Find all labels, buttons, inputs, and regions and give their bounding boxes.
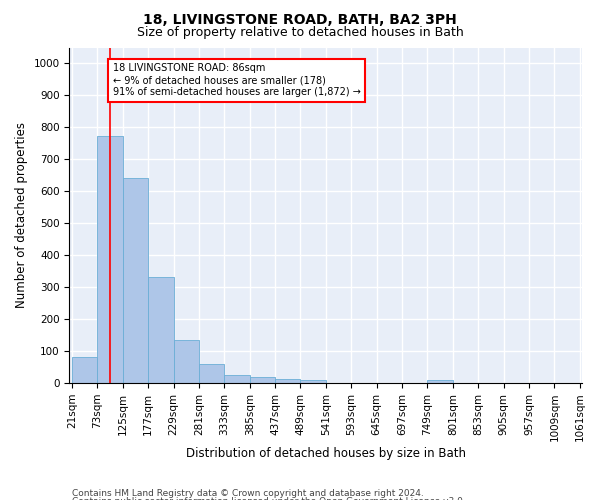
Text: Contains HM Land Registry data © Crown copyright and database right 2024.: Contains HM Land Registry data © Crown c…: [72, 488, 424, 498]
Bar: [427, 380, 453, 383]
Text: Contains public sector information licensed under the Open Government Licence v3: Contains public sector information licen…: [72, 497, 466, 500]
Bar: [199, 364, 224, 383]
Bar: [72, 356, 97, 383]
Bar: [123, 178, 148, 383]
X-axis label: Distribution of detached houses by size in Bath: Distribution of detached houses by size …: [186, 447, 466, 460]
Bar: [250, 376, 275, 383]
Bar: [224, 376, 250, 383]
Bar: [148, 277, 173, 383]
Bar: [275, 380, 301, 383]
Text: Size of property relative to detached houses in Bath: Size of property relative to detached ho…: [137, 26, 463, 39]
Y-axis label: Number of detached properties: Number of detached properties: [15, 122, 28, 308]
Bar: [301, 380, 326, 383]
Text: 18, LIVINGSTONE ROAD, BATH, BA2 3PH: 18, LIVINGSTONE ROAD, BATH, BA2 3PH: [143, 12, 457, 26]
Text: 18 LIVINGSTONE ROAD: 86sqm
← 9% of detached houses are smaller (178)
91% of semi: 18 LIVINGSTONE ROAD: 86sqm ← 9% of detac…: [113, 64, 361, 96]
Bar: [173, 340, 199, 383]
Bar: [97, 136, 123, 383]
